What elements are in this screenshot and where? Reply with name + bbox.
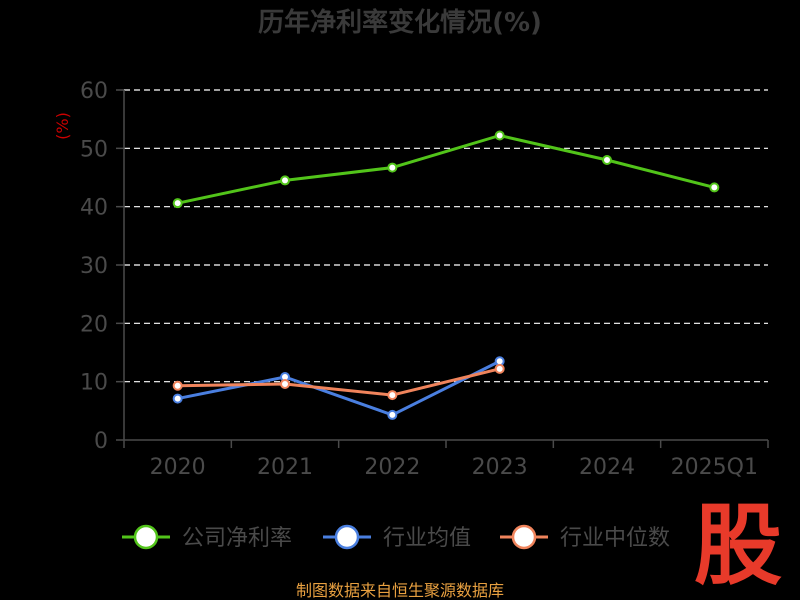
series-line xyxy=(177,134,715,205)
series-lines xyxy=(172,130,720,420)
data-point xyxy=(172,380,183,391)
legend-label: 公司净利率 xyxy=(182,526,292,551)
legend-label: 行业均值 xyxy=(383,526,471,551)
legend-swatch-marker xyxy=(334,524,360,550)
brand-stamp-glyph: 股 xyxy=(694,494,782,590)
x-tick-label: 2022 xyxy=(364,455,420,480)
y-tick-label: 40 xyxy=(80,196,108,221)
legend-item: 公司净利率 xyxy=(122,524,292,551)
data-point xyxy=(387,409,398,420)
series-group xyxy=(172,130,720,209)
data-point xyxy=(280,175,290,186)
legend-label: 行业中位数 xyxy=(560,526,670,551)
legend-item: 行业中位数 xyxy=(500,524,670,551)
chart-title: 历年净利率变化情况(%) xyxy=(258,7,542,38)
gridlines xyxy=(124,89,768,383)
data-point xyxy=(172,198,183,209)
legend-item: 行业均值 xyxy=(323,524,471,551)
x-tick-label: 2023 xyxy=(472,455,528,480)
y-tick-label: 10 xyxy=(80,371,108,396)
y-tick-label: 50 xyxy=(80,137,108,162)
data-point xyxy=(280,379,290,389)
y-tick-label: 60 xyxy=(80,79,108,104)
source-note: 制图数据来自恒生聚源数据库 xyxy=(296,581,504,600)
data-point xyxy=(709,182,720,193)
legend: 公司净利率 行业均值 行业中位数 xyxy=(122,524,670,551)
data-point xyxy=(494,363,505,374)
legend-swatch-marker xyxy=(511,524,537,550)
y-tick-label: 0 xyxy=(94,429,108,454)
brand-stamp: 股 xyxy=(694,494,782,590)
data-point xyxy=(494,130,505,141)
axes: 0 10 20 30 40 50 60 2020 2021 2022 2023 2024 2025Q1 xyxy=(80,79,769,480)
series-line xyxy=(177,359,501,417)
series-line xyxy=(177,367,501,397)
y-tick-label: 20 xyxy=(80,312,108,337)
series-group xyxy=(172,356,505,420)
legend-swatch-marker xyxy=(133,524,159,550)
data-point xyxy=(602,155,612,165)
data-point xyxy=(172,393,183,404)
x-tick-label: 2020 xyxy=(150,455,206,480)
y-axis-unit-label: (%) xyxy=(53,112,72,140)
y-tick-label: 30 xyxy=(80,254,108,279)
series-group xyxy=(172,363,505,401)
data-point xyxy=(387,390,398,401)
x-tick-label: 2024 xyxy=(579,455,635,480)
x-tick-label: 2025Q1 xyxy=(671,455,758,480)
x-tick-label: 2021 xyxy=(257,455,313,480)
data-point xyxy=(387,162,398,173)
